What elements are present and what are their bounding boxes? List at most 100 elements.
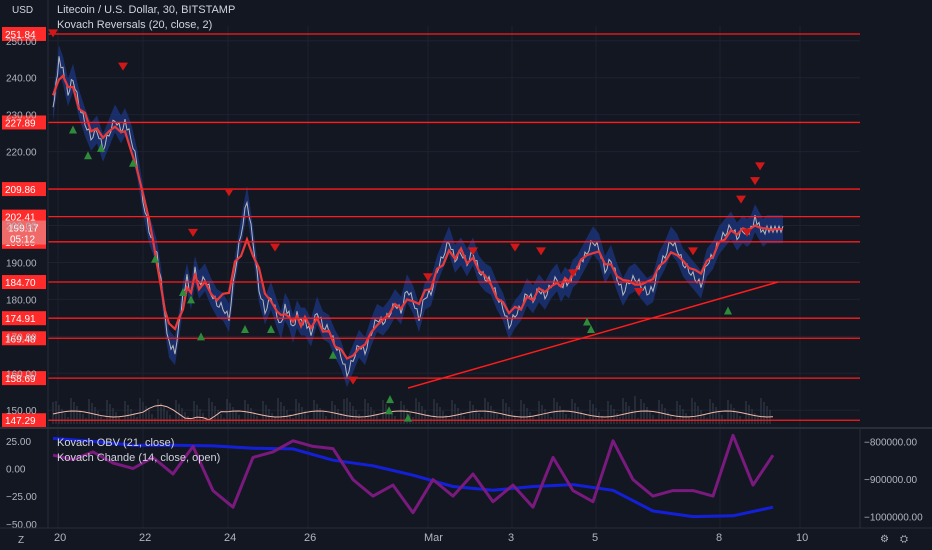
volume-ma-line [52,404,774,421]
level-label-bg [2,413,46,428]
left-sub-tick: 0.00 [6,464,26,475]
left-sub-tick: −25.00 [6,492,37,503]
level-label-bg [2,26,46,41]
y-tick-label: 250.00 [6,37,37,48]
buy-marker [587,324,595,333]
countdown-label: 05:12 [10,235,35,246]
x-tick-label: 3 [508,532,514,544]
buy-marker [151,254,159,263]
x-tick-label: Mar [424,532,443,544]
buy-marker [385,406,393,415]
indicator-pane: 25.00 0.00 −25.00 −50.00 −800000.00 −900000.0… [6,433,923,531]
level-label-bg [2,331,46,346]
buy-marker [404,413,412,422]
symbol-title[interactable]: Litecoin / U.S. Dollar, 30, BITSTAMP [57,4,236,16]
horizontal-levels[interactable]: 251.84227.89209.86202.41195.59184.70174.… [2,26,860,428]
sell-marker [188,228,198,237]
settings-icon[interactable]: ⚙ [880,534,889,545]
y-tick-label: 200.00 [6,222,37,233]
sell-marker [270,243,280,252]
level-label-bg [2,275,46,290]
right-sub-tick: −1000000.00 [864,513,923,524]
level-label-bg [2,115,46,130]
buy-marker [84,151,92,160]
sell-marker [536,247,546,256]
y-tick-label: 240.00 [6,74,37,85]
trend-line [407,281,779,389]
buy-marker [97,143,105,152]
right-sub-tick: −900000.00 [864,475,918,486]
level-label-bg [2,371,46,386]
left-sub-tick: −50.00 [6,520,37,531]
sell-marker [510,243,520,252]
y-tick-label: 230.00 [6,111,37,122]
level-label-bg [2,209,46,224]
y-tick-label: 150.00 [6,406,37,417]
buy-marker [583,317,591,326]
timezone-icon[interactable]: Z [18,535,25,546]
buy-marker [129,158,137,167]
sell-marker [468,247,478,256]
chande-line [52,433,775,515]
level-label-bg [2,311,46,326]
level-label: 184.70 [5,278,36,289]
sell-marker [634,288,644,296]
y-tick-label: 160.00 [6,369,37,380]
left-sub-tick: 25.00 [6,437,31,448]
adjust-icon[interactable]: ⛭ [900,534,908,545]
current-price-label: 199.17 [8,224,39,235]
obv-legend[interactable]: Kovach OBV (21, close) [57,437,175,449]
band-area [53,45,783,388]
x-tick-label: 22 [139,532,151,544]
level-label: 169.48 [5,334,36,345]
volatility-band [53,45,783,388]
level-label: 251.84 [5,30,36,41]
level-label: 147.29 [5,416,36,427]
currency-label: USD [12,5,34,16]
chande-legend[interactable]: Kovach Chande (14, close, open) [57,452,221,464]
reversal-markers [48,29,765,422]
x-tick-label: 8 [716,532,722,544]
price-series [51,56,784,389]
sell-marker [48,29,58,38]
y-tick-label: 180.00 [6,295,37,306]
obv-line [52,436,774,519]
buy-marker [724,306,732,315]
x-tick-label: 10 [796,532,808,544]
sell-marker [423,273,433,282]
sell-marker [736,195,746,204]
current-price-bg [2,220,46,245]
y-tick-label: 220.00 [6,148,37,159]
level-label: 158.69 [5,374,36,385]
x-tick-label: 5 [592,532,598,544]
sell-marker [750,177,760,186]
buy-marker [197,332,205,341]
level-label: 174.91 [5,314,36,325]
buy-marker [386,395,394,404]
buy-marker [329,350,337,359]
sell-marker [742,228,752,237]
right-sub-tick: −800000.00 [864,437,918,448]
indicator-legend[interactable]: Kovach Reversals (20, close, 2) [57,19,213,31]
sell-marker [688,247,698,256]
level-label: 227.89 [5,118,36,129]
sell-marker [118,62,128,71]
sell-marker [755,162,765,171]
sell-marker [348,376,358,385]
buy-marker [179,288,187,296]
x-tick-label: 20 [54,532,66,544]
moving-average-line [51,74,783,360]
x-tick-label: 24 [224,532,236,544]
buy-marker [187,295,195,304]
level-label: 202.41 [5,213,36,224]
x-tick-label: 26 [304,532,316,544]
sell-marker [224,188,234,197]
level-label: 209.86 [5,185,36,196]
y-tick-label: 190.00 [6,258,37,269]
buy-marker [69,125,77,134]
level-label-bg [2,182,46,197]
buy-marker [241,324,249,333]
